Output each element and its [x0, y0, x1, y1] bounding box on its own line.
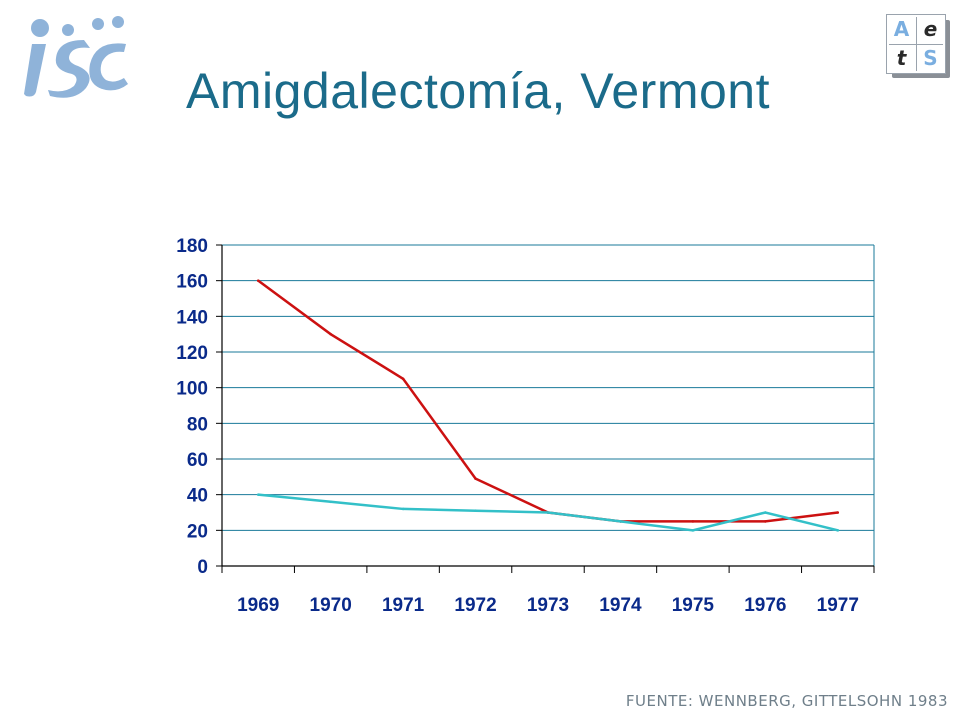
data-point	[401, 507, 405, 511]
aets-logo-letter: t	[896, 46, 907, 70]
data-point	[546, 511, 550, 514]
data-point	[329, 500, 332, 504]
data-point	[836, 529, 840, 532]
y-tick-label: 0	[197, 557, 208, 578]
data-point	[764, 511, 767, 514]
aets-logo-letter: A	[893, 17, 910, 41]
line-chart: 0 20 40 60 80 100 120 140 160 180 1969 1970 1971 1972…	[176, 236, 875, 616]
data-point	[474, 477, 477, 480]
aets-logo-icon: A e t S	[886, 14, 952, 80]
x-tick-label: 1977	[817, 595, 859, 616]
data-point	[401, 377, 405, 381]
y-tick-label: 120	[176, 343, 208, 364]
data-point	[474, 509, 477, 513]
aets-logo-letter: e	[923, 17, 938, 41]
page-title: Amigdalectomía, Vermont	[186, 63, 770, 119]
x-tick-label: 1976	[744, 595, 786, 616]
x-tick-label: 1970	[310, 595, 352, 616]
data-point	[691, 529, 695, 532]
y-tick-label: 100	[176, 379, 208, 400]
source-citation: FUENTE: WENNBERG, GITTELSOHN 1983	[625, 692, 948, 710]
aets-logo-letter: S	[923, 46, 938, 70]
y-tick-label: 140	[176, 307, 208, 328]
y-tick-label: 40	[187, 486, 208, 507]
y-tick-label: 20	[187, 521, 208, 542]
x-tick-label: 1971	[382, 595, 425, 616]
data-point	[764, 520, 767, 523]
x-tick-label: 1975	[672, 595, 715, 616]
isc-logo-icon	[24, 16, 128, 98]
data-point	[256, 493, 260, 496]
y-tick-label: 60	[187, 450, 208, 471]
x-tick-label: 1972	[454, 595, 496, 616]
data-point	[256, 279, 260, 282]
data-point	[329, 332, 332, 336]
x-tick-label: 1973	[527, 595, 569, 616]
y-tick-label: 160	[176, 272, 208, 293]
data-point	[691, 520, 695, 523]
data-point	[836, 511, 840, 514]
data-point	[619, 520, 622, 523]
y-tick-label: 180	[176, 236, 208, 257]
x-tick-label: 1974	[599, 595, 642, 616]
y-tick-label: 80	[187, 414, 208, 435]
x-tick-label: 1969	[237, 595, 279, 616]
